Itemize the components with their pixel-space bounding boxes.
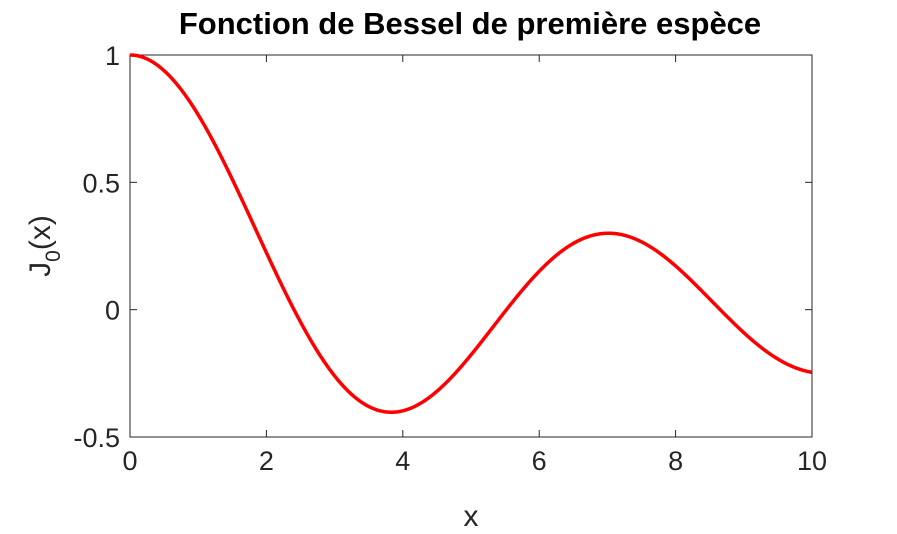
tick-labels: 0 2 4 6 8 10-0.500.51 [73, 41, 827, 476]
y-tick-label-0: -0.5 [73, 423, 120, 453]
y-axis-label-main: J [24, 262, 57, 277]
x-tick-label-0: 0 [122, 446, 137, 476]
x-tick-label-3: 6 [532, 446, 547, 476]
y-tick-label-3: 1 [105, 41, 120, 71]
x-axis-label: x [464, 500, 479, 533]
x-tick-label-2: 4 [395, 446, 410, 476]
chart-title: Fonction de Bessel de première espèce [179, 6, 761, 41]
series-line-j0 [129, 53, 813, 414]
y-axis-label-subscript: 0 [42, 250, 65, 262]
x-tick-label-4: 8 [668, 446, 683, 476]
y-axis-label-tail: (x) [24, 215, 57, 250]
x-tick-label-5: 10 [797, 446, 827, 476]
y-tick-label-1: 0 [105, 296, 120, 326]
y-tick-label-2: 0.5 [82, 168, 120, 198]
y-axis-label: J0(x) [24, 215, 65, 277]
x-tick-label-1: 2 [259, 446, 274, 476]
plot-box [129, 54, 813, 438]
